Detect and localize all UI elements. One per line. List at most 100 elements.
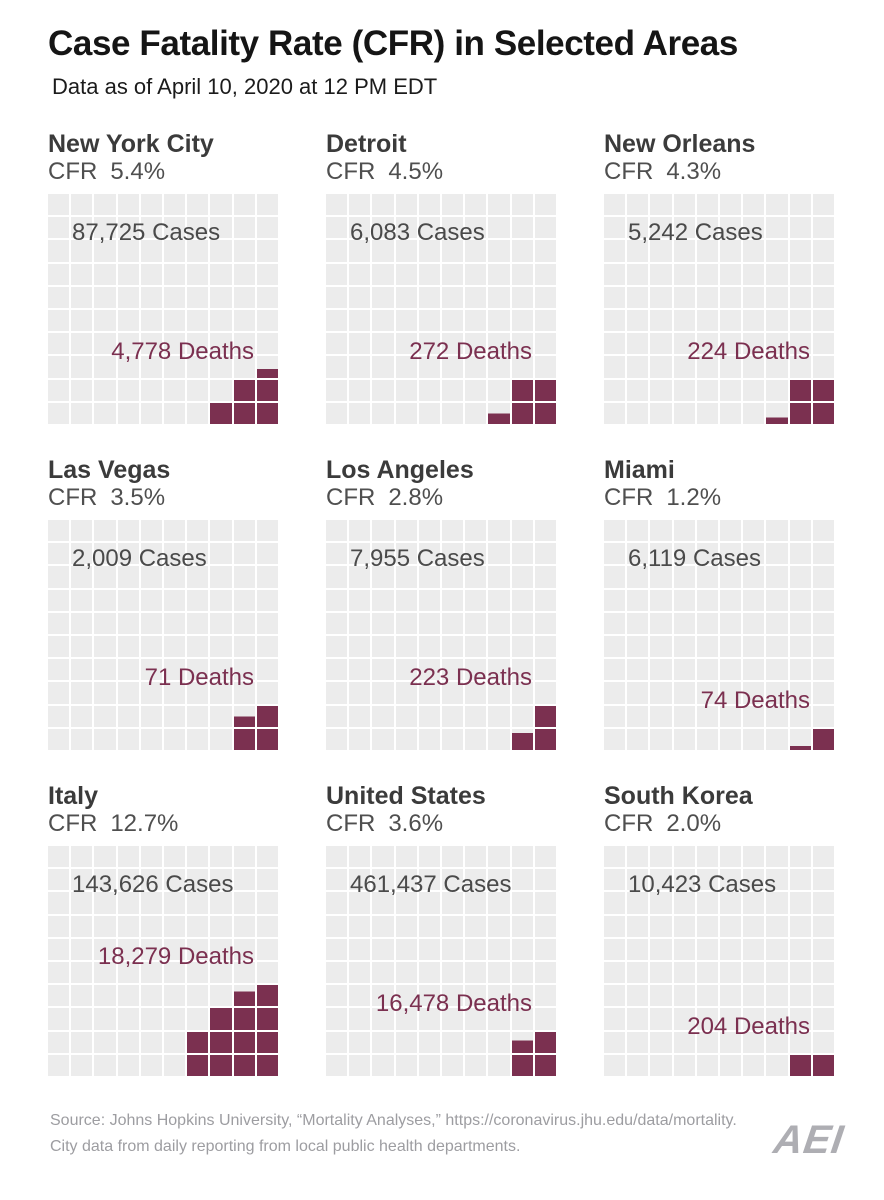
waffle-cell (511, 985, 533, 1007)
city-name: Los Angeles (326, 456, 474, 484)
deaths-label: 16,478 Deaths (375, 989, 532, 1017)
waffle-cell (256, 356, 278, 378)
waffle-cell (465, 566, 487, 588)
waffle-cell (349, 543, 371, 565)
city-panel: New Orleans CFR 4.3% 5,242 Cases 224 Deat… (604, 130, 836, 424)
waffle-cell (372, 356, 394, 378)
waffle-cell (812, 379, 834, 401)
cases-label: 87,725 Cases (72, 219, 221, 246)
waffle-cell (696, 217, 718, 239)
waffle-cell (164, 356, 186, 378)
waffle-cell (418, 705, 440, 727)
waffle-cell (627, 846, 649, 868)
waffle-cell (372, 1054, 394, 1076)
waffle-cell (465, 915, 487, 937)
waffle-cell (696, 566, 718, 588)
cfr-line: CFR 5.4% (48, 159, 280, 185)
waffle-cell (789, 636, 811, 658)
waffle-cell (94, 1031, 116, 1053)
waffle-cell (743, 846, 765, 868)
waffle-cell (94, 217, 116, 239)
waffle-cell (743, 240, 765, 262)
waffle-cell (210, 892, 232, 914)
waffle-cell (650, 194, 672, 216)
waffle-cell (465, 194, 487, 216)
waffle-cell (395, 728, 417, 750)
waffle-cell (94, 985, 116, 1007)
waffle-cell (627, 892, 649, 914)
waffle-cell (696, 1031, 718, 1053)
waffle-cell (418, 846, 440, 868)
waffle-cell (789, 402, 811, 424)
waffle-chart: 6,119 Cases 74 Deaths (604, 520, 834, 750)
waffle-cell (766, 543, 788, 565)
waffle-cell (210, 589, 232, 611)
waffle-chart: 87,725 Cases 4,778 Deaths (48, 194, 278, 424)
waffle-cell (766, 379, 788, 401)
waffle-cell (488, 263, 510, 285)
cfr-value: 3.6% (388, 810, 444, 837)
waffle-cell (696, 1054, 718, 1076)
waffle-cell (604, 962, 626, 984)
waffle-cell (187, 402, 209, 424)
waffle-cell (465, 263, 487, 285)
waffle-cell (349, 682, 371, 704)
waffle-cell (140, 962, 162, 984)
waffle-cell (187, 543, 209, 565)
waffle-cell (372, 566, 394, 588)
waffle-cell (627, 520, 649, 542)
waffle-cell (465, 962, 487, 984)
waffle-cell (488, 1054, 510, 1076)
waffle-cell (418, 379, 440, 401)
waffle-cell (766, 846, 788, 868)
waffle-cell (233, 682, 255, 704)
waffle-cell (511, 682, 533, 704)
waffle-cell (187, 682, 209, 704)
waffle-cell (233, 915, 255, 937)
waffle-cell (372, 543, 394, 565)
waffle-cell (534, 659, 556, 681)
waffle-cell (395, 869, 417, 891)
waffle-cell (650, 356, 672, 378)
waffle-cell (418, 520, 440, 542)
waffle-cell (442, 566, 464, 588)
cfr-label: CFR (48, 158, 98, 185)
waffle-cell (256, 1031, 278, 1053)
waffle-cell (627, 659, 649, 681)
waffle-cell (812, 217, 834, 239)
waffle-cell (812, 846, 834, 868)
waffle-cell (187, 728, 209, 750)
waffle-cell (210, 869, 232, 891)
waffle-cell (256, 915, 278, 937)
waffle-cell (349, 263, 371, 285)
waffle-cell (256, 310, 278, 332)
waffle-cell (766, 728, 788, 750)
waffle-cell (511, 1008, 533, 1030)
cfr-label: CFR (326, 158, 376, 185)
waffle-cell (164, 1031, 186, 1053)
waffle-cell (465, 1054, 487, 1076)
city-name: New Orleans (604, 130, 756, 158)
waffle-cell (720, 217, 742, 239)
waffle-cell (650, 938, 672, 960)
waffle-cell (720, 938, 742, 960)
waffle-cell (372, 240, 394, 262)
waffle-cell (488, 962, 510, 984)
waffle-cell (71, 543, 93, 565)
waffle-cell (210, 682, 232, 704)
waffle-cell (164, 962, 186, 984)
cfr-value: 2.0% (666, 810, 722, 837)
waffle-cell (488, 217, 510, 239)
waffle-cell (418, 240, 440, 262)
waffle-cell (465, 705, 487, 727)
waffle-cell (187, 1054, 209, 1076)
waffle-cell (534, 217, 556, 239)
waffle-cell (650, 612, 672, 634)
waffle-cell (720, 1008, 742, 1030)
waffle-cell (673, 682, 695, 704)
waffle-cell (117, 1008, 139, 1030)
waffle-cell (720, 728, 742, 750)
waffle-cell (48, 869, 70, 891)
waffle-cell (627, 962, 649, 984)
waffle-chart: 461,437 Cases 16,478 Deaths (326, 846, 556, 1076)
